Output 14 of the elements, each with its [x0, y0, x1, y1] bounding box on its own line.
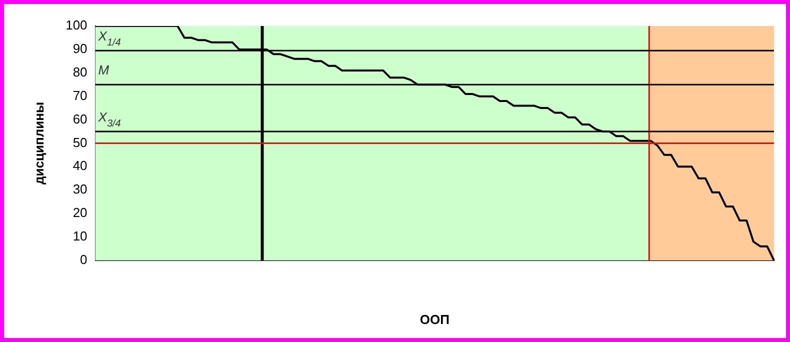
y-tick-label: 40 — [72, 158, 88, 174]
y-tick-label: 100 — [66, 18, 88, 33]
y-tick-label: 90 — [72, 41, 88, 56]
x-axis-title: ООП — [420, 312, 450, 327]
y-tick-label: 60 — [72, 111, 88, 126]
ref-line-label: M — [98, 62, 110, 78]
y-tick-label: 20 — [72, 205, 88, 220]
y-tick-label: 50 — [72, 134, 88, 150]
y-tick-label: 70 — [72, 88, 88, 103]
y-tick-label: 0 — [80, 252, 88, 267]
y-tick-label: 30 — [72, 182, 88, 197]
y-tick-label: 10 — [72, 228, 88, 244]
y-axis-title: дисциплины — [31, 102, 46, 184]
y-tick-label: 80 — [72, 64, 88, 80]
